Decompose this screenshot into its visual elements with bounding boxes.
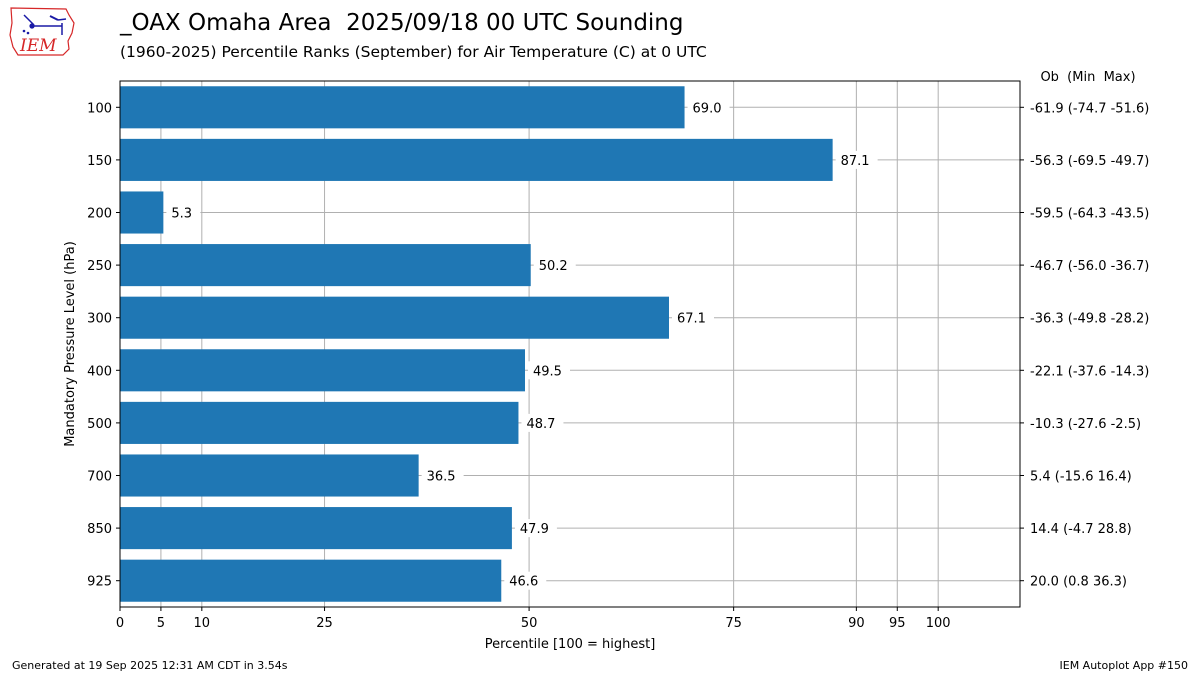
right-ob-label: 20.0 (0.8 36.3) (1030, 575, 1127, 590)
logo-text: IEM (19, 36, 57, 56)
x-tick-label: 95 (889, 616, 906, 631)
app-footer: IEM Autoplot App #150 (1059, 659, 1189, 672)
right-column-header: Ob (Min Max) (1040, 70, 1135, 85)
bar-850hpa (120, 507, 512, 550)
x-tick-label: 0 (116, 616, 124, 631)
axes: 0 5 10 25 50 75 90 95 100 100 -61.9 (-74.7 -51.6) 1… (87, 101, 1149, 631)
value-label: 67.1 (677, 312, 706, 327)
bar-400hpa (120, 349, 525, 392)
x-tick-label: 100 (926, 616, 951, 631)
value-labels: 69.0 87.1 5.3 50.2 67.1 49.5 48.7 36.5 47.9 46.6 (166, 98, 878, 590)
bar-925hpa (120, 559, 502, 602)
x-tick-label: 75 (725, 616, 742, 631)
iem-logo-icon: IEM (9, 7, 75, 56)
y-tick-label: 250 (87, 259, 112, 274)
bar-250hpa (120, 244, 531, 287)
y-tick-label: 500 (87, 417, 112, 432)
value-label: 5.3 (171, 207, 192, 222)
value-label-background (672, 308, 714, 327)
value-label-background (533, 256, 576, 275)
bar-200hpa (120, 191, 164, 234)
value-label: 47.9 (520, 522, 549, 537)
value-label-background (687, 98, 730, 117)
right-ob-label: -22.1 (-37.6 -14.3) (1030, 364, 1149, 379)
right-ob-label: 5.4 (-15.6 16.4) (1030, 470, 1132, 485)
bar-150hpa (120, 138, 833, 181)
x-tick-label: 10 (194, 616, 211, 631)
value-label-background (514, 519, 557, 538)
y-tick-label: 700 (87, 470, 112, 485)
y-tick-label: 150 (87, 154, 112, 169)
y-tick-label: 300 (87, 312, 112, 327)
bar-500hpa (120, 401, 519, 444)
y-tick-label: 200 (87, 207, 112, 222)
bars (120, 86, 833, 602)
value-label: 87.1 (841, 154, 870, 169)
value-label: 36.5 (427, 470, 456, 485)
y-axis-label: Mandatory Pressure Level (hPa) (63, 241, 78, 447)
right-ob-label: 14.4 (-4.7 28.8) (1030, 522, 1132, 537)
chart-subtitle: (1960-2025) Percentile Ranks (September)… (120, 43, 707, 61)
bar-300hpa (120, 296, 669, 339)
value-label-background (835, 150, 878, 169)
plot-frame (119, 80, 1021, 608)
generated-footer: Generated at 19 Sep 2025 12:31 AM CDT in… (12, 659, 288, 672)
y-tick-label: 400 (87, 364, 112, 379)
value-label: 50.2 (539, 259, 568, 274)
value-label-background (421, 466, 464, 485)
right-ob-label: -10.3 (-27.6 -2.5) (1030, 417, 1141, 432)
x-tick-label: 5 (157, 616, 165, 631)
right-ob-label: -36.3 (-49.8 -28.2) (1030, 312, 1149, 327)
value-label: 48.7 (526, 417, 555, 432)
right-ob-label: -46.7 (-56.0 -36.7) (1030, 259, 1149, 274)
chart-title: _OAX Omaha Area 2025/09/18 00 UTC Soundi… (120, 10, 684, 36)
y-tick-label: 925 (87, 575, 112, 590)
right-ob-label: -59.5 (-64.3 -43.5) (1030, 207, 1149, 222)
bar-700hpa (120, 454, 419, 497)
x-tick-label: 90 (848, 616, 865, 631)
right-ob-label: -61.9 (-74.7 -51.6) (1030, 101, 1149, 116)
value-label-background (521, 413, 564, 432)
value-label-background (528, 361, 570, 380)
x-tick-label: 25 (316, 616, 333, 631)
value-label: 49.5 (533, 364, 562, 379)
y-tick-label: 100 (87, 101, 112, 116)
value-label: 46.6 (509, 575, 538, 590)
value-label: 69.0 (693, 101, 722, 116)
value-label-background (504, 571, 547, 590)
bar-100hpa (120, 86, 685, 129)
value-label-background (166, 203, 201, 222)
y-tick-label: 850 (87, 522, 112, 537)
x-tick-label: 50 (521, 616, 538, 631)
x-axis-label: Percentile [100 = highest] (485, 637, 656, 652)
right-ob-label: -56.3 (-69.5 -49.7) (1030, 154, 1149, 169)
